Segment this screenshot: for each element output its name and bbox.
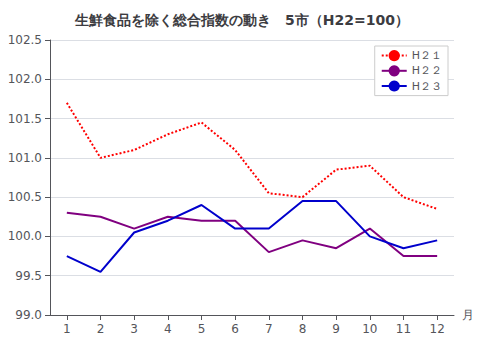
svg-text:11: 11 (396, 322, 411, 336)
svg-text:4: 4 (164, 322, 172, 336)
svg-text:101.0: 101.0 (8, 151, 42, 165)
svg-text:99.0: 99.0 (15, 308, 42, 322)
svg-text:99.5: 99.5 (15, 269, 42, 283)
svg-text:102.0: 102.0 (8, 72, 42, 86)
svg-text:2: 2 (97, 322, 105, 336)
svg-text:3: 3 (130, 322, 138, 336)
svg-text:H２１: H２１ (412, 49, 442, 62)
svg-text:100.5: 100.5 (8, 190, 42, 204)
svg-text:月: 月 (462, 308, 474, 322)
svg-text:100.0: 100.0 (8, 229, 42, 243)
svg-text:102.5: 102.5 (8, 33, 42, 47)
svg-text:1: 1 (63, 322, 71, 336)
svg-text:6: 6 (231, 322, 239, 336)
svg-text:12: 12 (430, 322, 445, 336)
svg-text:8: 8 (299, 322, 307, 336)
svg-text:H２２: H２２ (412, 64, 442, 77)
svg-text:9: 9 (332, 322, 340, 336)
svg-text:101.5: 101.5 (8, 112, 42, 126)
svg-text:生鮮食品を除く総合指数の動き 5市（H22=100）: 生鮮食品を除く総合指数の動き 5市（H22=100） (74, 12, 409, 28)
svg-text:5: 5 (198, 322, 206, 336)
svg-text:10: 10 (362, 322, 377, 336)
svg-text:H２３: H２３ (412, 80, 442, 93)
svg-text:7: 7 (265, 322, 273, 336)
